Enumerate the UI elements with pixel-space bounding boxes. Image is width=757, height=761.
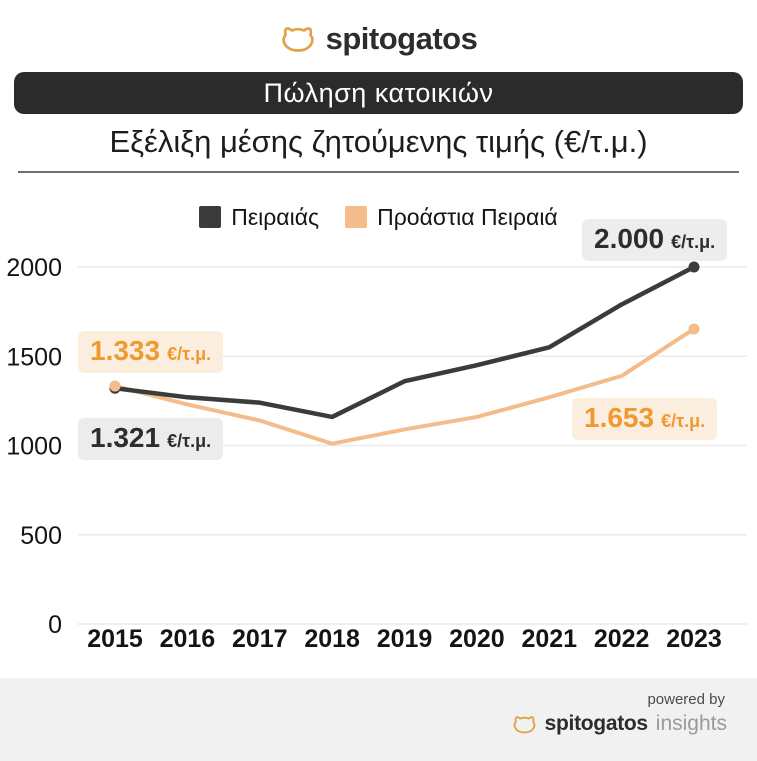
legend-swatch-orange [345,206,368,228]
x-tick-label: 2020 [449,625,505,653]
divider [18,171,739,173]
data-point [688,323,700,335]
legend-item-piraeus: Πειραιάς [199,204,319,231]
x-tick-label: 2023 [666,625,722,653]
logo-text: spitogatos [325,21,478,56]
data-point [688,261,700,273]
footer: powered by spitogatos insights [0,678,757,761]
value-unit: €/τ.μ. [661,411,706,431]
y-tick-label: 1500 [6,343,62,371]
legend-label: Πειραιάς [231,203,320,230]
legend: Πειραιάς Προάστια Πειραιά [0,202,757,232]
cat-icon [281,27,314,52]
footer-suffix-text: insights [655,712,727,735]
y-tick-label: 0 [48,611,62,639]
value-number: 2.000 [594,223,665,254]
y-tick-label: 2000 [6,254,62,282]
legend-label: Προάστια Πειραιά [377,203,558,230]
value-unit: €/τ.μ. [167,431,212,451]
x-tick-label: 2022 [594,625,650,653]
value-label-suburbs-2015: 1.333 €/τ.μ. [78,331,224,373]
footer-brandline: spitogatos insights [512,712,727,736]
legend-item-suburbs: Προάστια Πειραιά [345,204,558,231]
powered-by-text: powered by [647,691,725,708]
footer-brand-text: spitogatos [544,712,648,735]
series-line-1 [113,326,696,446]
banner-title: Πώληση κατοικιών [263,77,494,108]
x-tick-label: 2017 [232,625,288,653]
line-chart: 0 500 1000 1500 2000 2015 2016 2017 2018 2019 2020… [6,254,747,653]
x-tick-label: 2015 [87,625,143,653]
x-tick-label: 2018 [304,625,360,653]
value-unit: €/τ.μ. [167,344,212,364]
legend-swatch-dark [199,206,222,228]
chart-title: Εξέλιξη μέσης ζητούμενης τιμής (€/τ.μ.) [109,124,648,159]
y-tick-label: 1000 [6,433,62,461]
value-number: 1.653 [584,402,655,433]
y-tick-label: 500 [20,522,62,550]
x-tick-label: 2021 [521,625,577,653]
value-label-suburbs-2023: 1.653 €/τ.μ. [572,398,718,440]
value-unit: €/τ.μ. [671,232,716,252]
value-number: 1.333 [90,335,161,366]
series-line-0 [112,264,697,420]
category-banner: Πώληση κατοικιών [14,72,743,114]
value-label-piraeus-2023: 2.000 €/τ.μ. [582,219,728,261]
value-number: 1.321 [90,422,161,453]
x-tick-label: 2016 [160,625,216,653]
logo: spitogatos [0,16,757,62]
value-label-piraeus-2015: 1.321 €/τ.μ. [78,418,224,460]
cat-icon [513,715,536,733]
x-tick-label: 2019 [377,625,433,653]
data-point [109,380,121,392]
